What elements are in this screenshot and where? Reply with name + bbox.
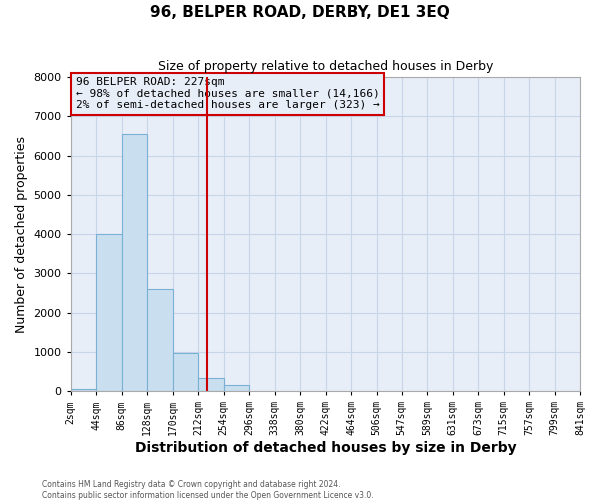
Text: 96 BELPER ROAD: 227sqm
← 98% of detached houses are smaller (14,166)
2% of semi-: 96 BELPER ROAD: 227sqm ← 98% of detached… xyxy=(76,77,380,110)
Bar xyxy=(147,289,173,391)
X-axis label: Distribution of detached houses by size in Derby: Distribution of detached houses by size … xyxy=(134,441,516,455)
Bar xyxy=(173,354,198,391)
Bar xyxy=(122,134,147,391)
Text: Contains HM Land Registry data © Crown copyright and database right 2024.
Contai: Contains HM Land Registry data © Crown c… xyxy=(42,480,374,500)
Title: Size of property relative to detached houses in Derby: Size of property relative to detached ho… xyxy=(158,60,493,73)
Bar xyxy=(198,378,224,391)
Bar xyxy=(71,389,96,391)
Bar xyxy=(96,234,122,391)
Text: 96, BELPER ROAD, DERBY, DE1 3EQ: 96, BELPER ROAD, DERBY, DE1 3EQ xyxy=(150,5,450,20)
Y-axis label: Number of detached properties: Number of detached properties xyxy=(15,136,28,332)
Bar xyxy=(224,386,249,391)
